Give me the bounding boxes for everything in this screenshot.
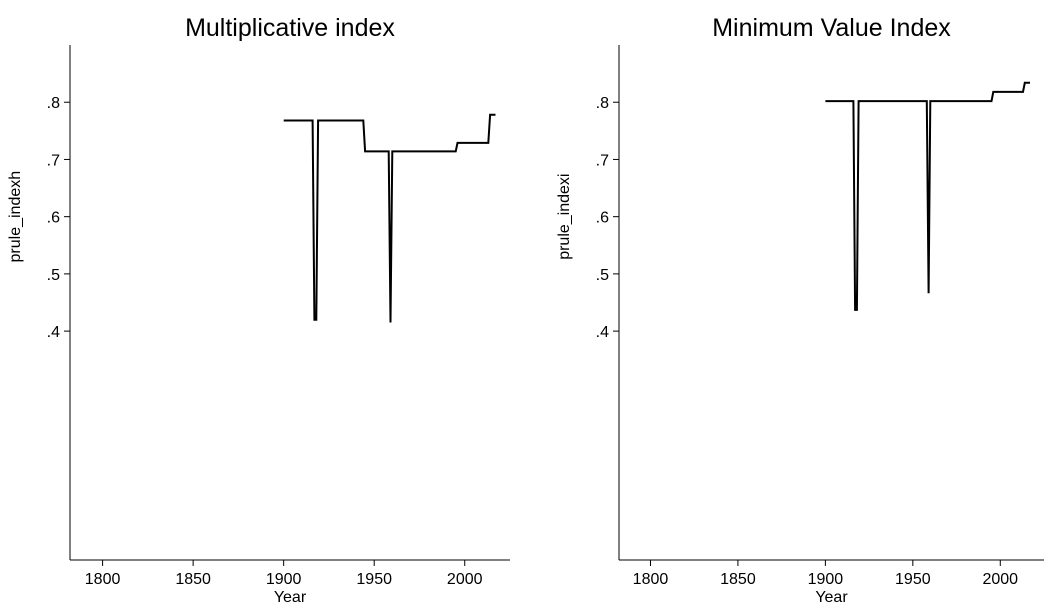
panels: Multiplicative index 1800 1850 1900 1950 2000…	[7, 14, 1044, 603]
y-tick-label: .5	[47, 267, 60, 284]
chart-panel-2: Minimum Value Index 1800 1850 1900 1950 2000.…	[556, 14, 1044, 603]
y-tick-label: .7	[47, 152, 60, 169]
y-tick-label: .4	[47, 324, 60, 341]
x-axis-title: Year	[815, 589, 848, 603]
y-tick-label: .7	[596, 152, 609, 169]
x-tick-label: 1850	[720, 571, 756, 588]
x-tick-label: 1950	[895, 571, 931, 588]
x-tick-label: 1850	[175, 571, 211, 588]
x-tick-label: 1900	[808, 571, 844, 588]
x-tick-label: 1800	[85, 571, 121, 588]
x-tick-label: 1900	[266, 571, 302, 588]
y-tick-label: .4	[596, 324, 609, 341]
y-tick-label: .8	[47, 95, 60, 112]
x-axis-title: Year	[274, 589, 307, 603]
x-tick-label: 2000	[982, 571, 1018, 588]
x-tick-label: 2000	[447, 571, 483, 588]
y-axis-title: prule_indexh	[7, 171, 24, 263]
y-tick-label: .6	[47, 210, 60, 227]
chart-title: Multiplicative index	[185, 14, 395, 42]
chart-panel-1: Multiplicative index 1800 1850 1900 1950 2000…	[7, 14, 510, 603]
y-tick-label: .8	[596, 95, 609, 112]
x-tick-label: 1950	[356, 571, 392, 588]
y-tick-label: .5	[596, 267, 609, 284]
x-tick-label: 1800	[633, 571, 669, 588]
series-line-1	[283, 113, 496, 323]
chart-title: Minimum Value Index	[712, 14, 951, 42]
series-line-1	[825, 81, 1030, 311]
y-tick-label: .6	[596, 210, 609, 227]
y-axis-title: prule_indexi	[556, 174, 573, 260]
